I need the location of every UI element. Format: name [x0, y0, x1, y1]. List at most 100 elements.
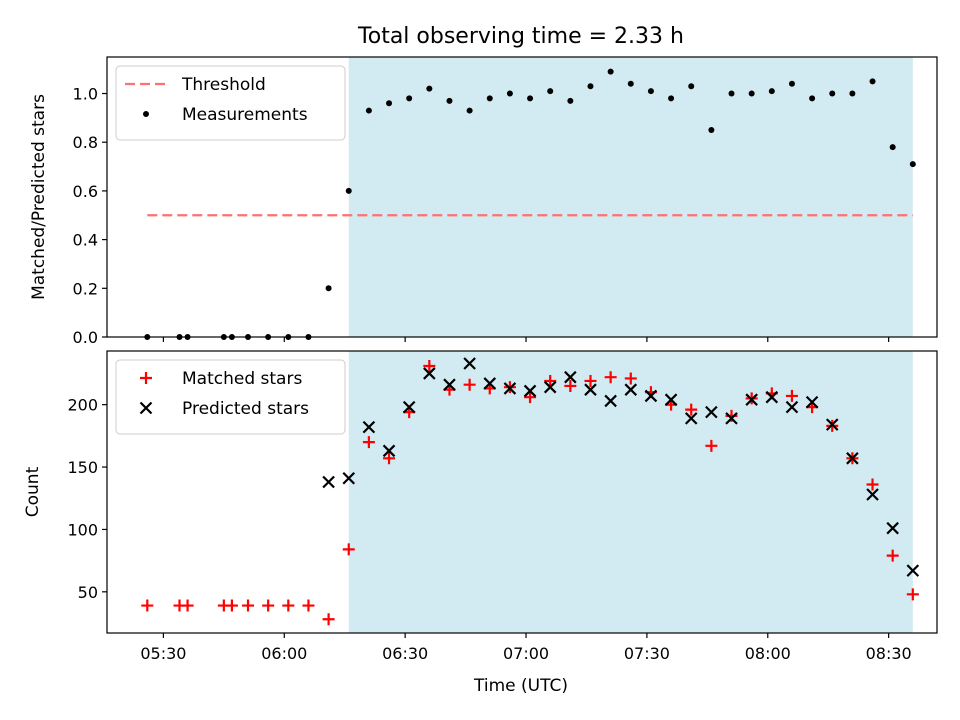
predicted-stars-point [745, 393, 758, 406]
measurement-point [668, 95, 675, 102]
measurement-point [446, 97, 453, 104]
figure-title: Total observing time = 2.33 h [357, 24, 684, 49]
predicted-stars-point [423, 367, 436, 380]
measurement-point [325, 285, 332, 292]
matched-stars-point [524, 391, 537, 404]
predicted-stars-point [584, 383, 597, 396]
measurement-point [748, 90, 755, 97]
matched-stars-point [225, 599, 238, 612]
matched-stars-point [685, 403, 698, 416]
matched-stars-point [886, 549, 899, 562]
x-tick-label: 07:30 [624, 644, 670, 663]
x-tick-label: 08:30 [866, 644, 912, 663]
predicted-stars-point [322, 475, 335, 489]
matched-stars-point [564, 379, 577, 392]
y-axis-label: Count [23, 466, 43, 517]
x-tick-label: 06:00 [261, 644, 307, 663]
y-axis-label: Matched/Predicted stars [29, 94, 49, 300]
measurement-point [547, 88, 554, 95]
predicted-stars-point [483, 377, 497, 390]
y-tick-label: 0.2 [73, 279, 98, 298]
predicted-stars-point [543, 380, 557, 394]
matched-stars-point [866, 478, 879, 491]
y-tick-label: 50 [78, 583, 98, 602]
measurement-point [345, 187, 352, 194]
legend-label: Matched stars [182, 369, 302, 389]
y-tick-label: 0.6 [73, 182, 98, 201]
predicted-stars-point [765, 390, 779, 404]
measurement-point [466, 107, 473, 114]
measurement-point [627, 80, 634, 87]
measurement-point [889, 144, 896, 151]
predicted-stars-point [825, 418, 839, 431]
measurement-point [809, 95, 816, 102]
legend-label: Measurements [182, 105, 308, 125]
measurement-point [647, 88, 654, 95]
observing-window-shade [348, 351, 913, 633]
predicted-stars-point [604, 394, 617, 408]
measurement-point [587, 83, 594, 90]
matched-stars-point [906, 588, 919, 601]
measurement-point [426, 85, 433, 92]
measurement-point [788, 80, 795, 87]
predicted-stars-point [503, 382, 517, 395]
legend: Threshold Measurements [115, 65, 346, 141]
measurement-point [386, 100, 393, 107]
y-tick-label: 0.4 [73, 231, 98, 250]
matched-stars-point [423, 359, 436, 372]
predicted-stars-point [805, 395, 819, 409]
matched-stars-point [544, 374, 557, 387]
legend-measurement-swatch [143, 111, 149, 117]
matched-stars-point [242, 599, 255, 612]
measurement-point [909, 161, 916, 168]
x-tick-label: 07:00 [503, 644, 549, 663]
legend: Matched stars Predicted stars [115, 359, 346, 435]
matched-stars-point [383, 452, 396, 465]
predicted-stars-point [523, 384, 537, 398]
matched-stars-point [604, 371, 617, 384]
axes-frame [106, 56, 938, 338]
y-tick-label: 1.0 [73, 85, 98, 104]
measurement-point [486, 95, 493, 102]
y-tick-label: 0.8 [73, 133, 98, 152]
y-tick-label: 100 [67, 520, 98, 539]
matched-stars-point [141, 599, 154, 612]
measurement-point [829, 90, 836, 97]
measurement-point [567, 97, 574, 104]
predicted-stars-point [362, 420, 376, 434]
predicted-stars-point [725, 412, 738, 425]
predicted-stars-point [382, 444, 396, 458]
measurement-point [688, 83, 695, 90]
matched-stars-point [584, 374, 597, 387]
matched-stars-point [181, 599, 194, 612]
x-tick-label: 06:30 [382, 644, 428, 663]
x-tick-label: 05:30 [140, 644, 186, 663]
measurement-point [708, 127, 715, 134]
predicted-stars-point [664, 393, 678, 406]
predicted-stars-point [846, 452, 859, 465]
matched-stars-point [785, 389, 798, 402]
axes-frame [106, 350, 938, 634]
y-tick-label: 0.0 [73, 328, 98, 347]
legend-box [115, 65, 346, 141]
predicted-stars-point [684, 412, 698, 425]
measurement-point [849, 90, 856, 97]
measurement-point [728, 90, 735, 97]
measurement-point [768, 88, 775, 95]
matched-stars-point [624, 372, 637, 385]
legend-predicted-swatch [139, 401, 153, 415]
x-tick-label: 08:00 [745, 644, 791, 663]
observing-window-shade [348, 57, 913, 337]
legend-label: Threshold [181, 75, 266, 95]
predicted-stars-point [906, 564, 920, 577]
predicted-stars-point [402, 400, 416, 414]
ratio-panel: 0.0 0.2 0.4 0.6 0.8 1.0 Matched/Predicted star… [29, 56, 938, 347]
measurement-point [869, 78, 876, 85]
measurement-point [406, 95, 413, 102]
matched-stars-point [302, 599, 315, 612]
measurement-point [365, 107, 372, 114]
legend-label: Predicted stars [182, 399, 309, 419]
predicted-stars-point [624, 383, 638, 396]
predicted-stars-point [866, 488, 879, 501]
